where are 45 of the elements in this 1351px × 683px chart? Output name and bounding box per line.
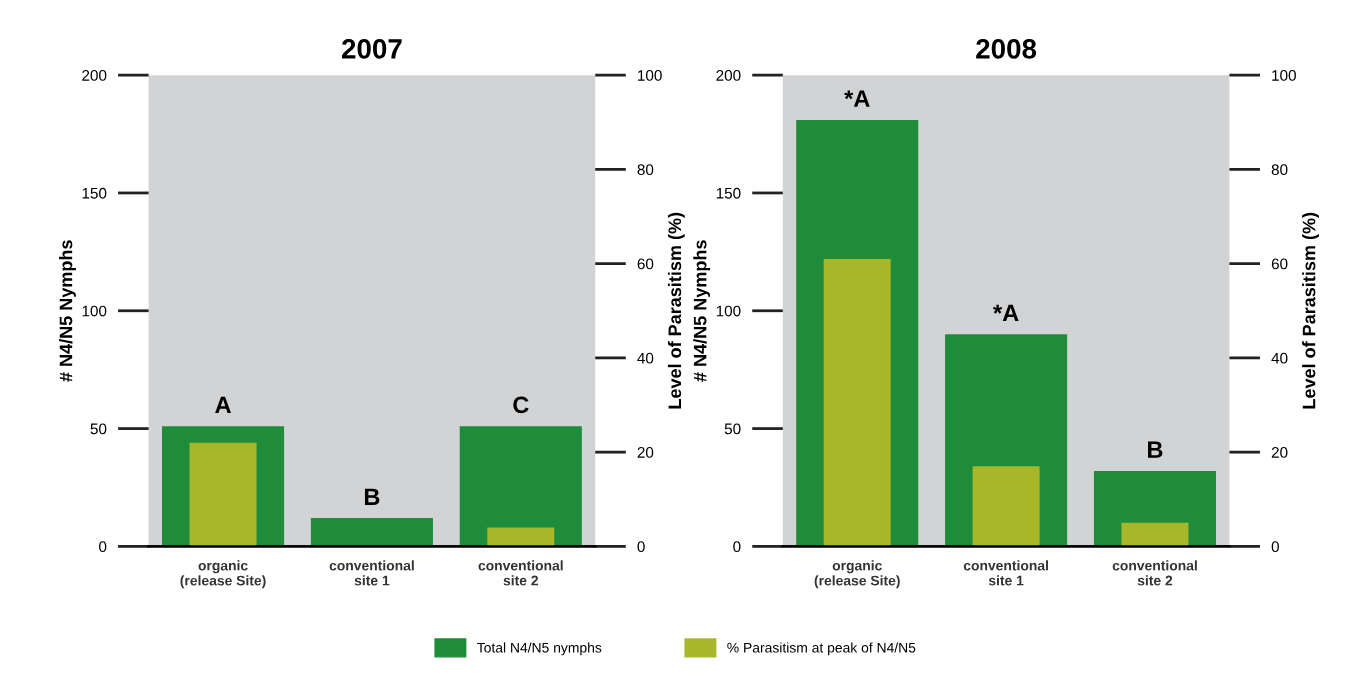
y-tick-label: 150 bbox=[82, 187, 107, 199]
annotation: C bbox=[513, 396, 529, 414]
legend-label: % Parasitism at peak of N4/N5 bbox=[727, 642, 916, 656]
y-tick-label: 100 bbox=[716, 305, 741, 317]
x-tick-label: organic (release Site) bbox=[180, 560, 266, 589]
x-tick-label: conventional site 2 bbox=[1112, 560, 1197, 586]
annotation: *A bbox=[844, 90, 870, 107]
bar bbox=[823, 258, 891, 547]
y-tick-label: 200 bbox=[82, 70, 107, 81]
y-tick-label: 50 bbox=[724, 423, 741, 435]
y-axis-title: # N4/N5 Nymphs bbox=[59, 240, 76, 382]
bar bbox=[1121, 522, 1189, 547]
y2-tick-label: 40 bbox=[1271, 352, 1288, 364]
annotation: *A bbox=[993, 304, 1019, 322]
y-axis-title: # N4/N5 Nymphs bbox=[693, 240, 711, 382]
legend-label: Total N4/N5 nymphs bbox=[477, 642, 602, 656]
y2-tick-label: 0 bbox=[1271, 541, 1279, 553]
annotation: A bbox=[215, 396, 231, 413]
y-tick-label: 0 bbox=[733, 541, 741, 553]
y2-tick-label: 100 bbox=[1272, 70, 1296, 81]
y2-tick-label: 20 bbox=[637, 447, 654, 458]
annotation: B bbox=[1148, 441, 1163, 458]
y-tick-label: 150 bbox=[716, 187, 741, 199]
annotation: B bbox=[364, 488, 380, 505]
y2-axis-title: Level of Parasitism (%) bbox=[667, 212, 685, 409]
x-tick-label: conventional site 2 bbox=[478, 560, 563, 586]
y2-tick-label: 80 bbox=[637, 164, 654, 176]
y2-tick-label: 20 bbox=[1271, 447, 1288, 458]
y2-tick-label: 60 bbox=[637, 258, 654, 270]
chart-title: 2007 bbox=[341, 39, 402, 59]
x-tick-label: conventional site 1 bbox=[963, 560, 1048, 586]
y2-axis-title: Level of Parasitism (%) bbox=[1302, 212, 1319, 409]
y2-tick-label: 60 bbox=[1271, 258, 1288, 270]
y2-tick-label: 0 bbox=[637, 541, 645, 553]
y2-tick-label: 100 bbox=[638, 70, 662, 81]
y-tick-label: 50 bbox=[90, 423, 107, 435]
x-tick-label: conventional site 1 bbox=[329, 560, 414, 586]
y-tick-label: 100 bbox=[82, 305, 107, 317]
chart-title: 2008 bbox=[976, 39, 1037, 59]
x-tick-label: organic (release Site) bbox=[814, 560, 900, 589]
y2-tick-label: 80 bbox=[1271, 164, 1288, 176]
bar bbox=[972, 466, 1040, 547]
y-tick-label: 0 bbox=[99, 541, 107, 553]
y-tick-label: 200 bbox=[716, 70, 741, 81]
y2-tick-label: 40 bbox=[637, 352, 654, 364]
